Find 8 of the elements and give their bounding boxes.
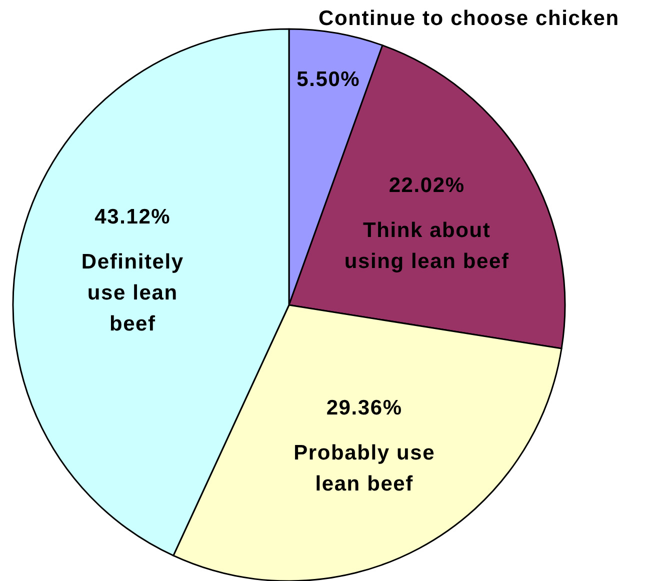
slice-label: Think about using lean beef <box>344 219 510 274</box>
slice-label: Continue to choose chicken <box>318 6 620 30</box>
data-label: 43.12% <box>94 206 171 229</box>
data-label: 22.02% <box>388 174 465 198</box>
slice-label: Probably use lean beef <box>294 442 436 496</box>
data-label: 29.36% <box>326 396 402 420</box>
data-label: 5.50% <box>296 68 360 91</box>
slice-label: Definitely use lean beef <box>81 250 184 336</box>
